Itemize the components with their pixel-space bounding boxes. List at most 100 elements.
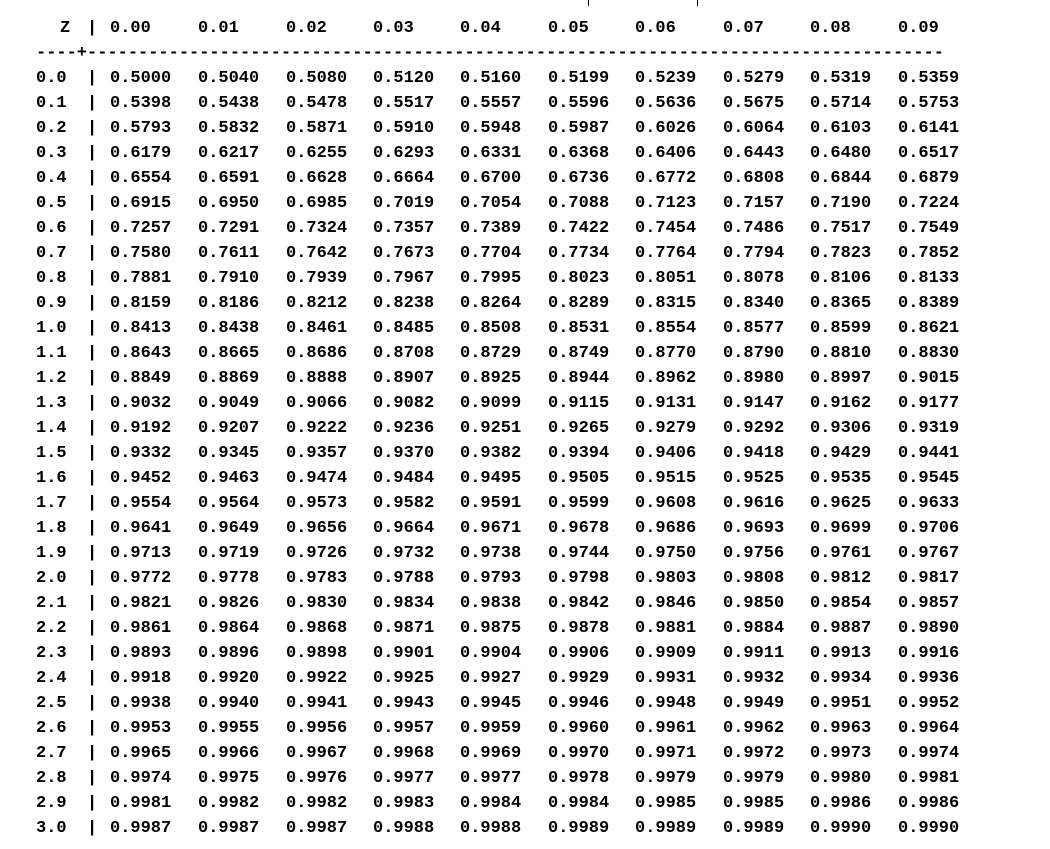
probability-cell: 0.9875 [460, 619, 522, 638]
probability-cell: 0.9953 [110, 719, 172, 738]
probability-cell: 0.9803 [635, 569, 697, 588]
probability-cell: 0.6628 [286, 169, 348, 188]
column-divider: | [87, 769, 98, 788]
probability-cell: 0.9981 [898, 769, 960, 788]
probability-cell: 0.5120 [373, 69, 435, 88]
column-divider: | [87, 144, 98, 163]
probability-cell: 0.9319 [898, 419, 960, 438]
probability-cell: 0.5359 [898, 69, 960, 88]
probability-cell: 0.9649 [198, 519, 260, 538]
probability-cell: 0.9890 [898, 619, 960, 638]
probability-cell: 0.9846 [635, 594, 697, 613]
probability-cell: 0.9505 [548, 469, 610, 488]
z-value-cell: 1.9 [36, 544, 67, 563]
column-divider: | [87, 219, 98, 238]
probability-cell: 0.7673 [373, 244, 435, 263]
probability-cell: 0.8106 [810, 269, 872, 288]
probability-cell: 0.8159 [110, 294, 172, 313]
z-value-cell: 1.6 [36, 469, 67, 488]
probability-cell: 0.9990 [810, 819, 872, 838]
probability-cell: 0.9976 [286, 769, 348, 788]
probability-cell: 0.6255 [286, 144, 348, 163]
column-divider: | [87, 744, 98, 763]
probability-cell: 0.9265 [548, 419, 610, 438]
probability-cell: 0.9909 [635, 644, 697, 663]
probability-cell: 0.5675 [723, 94, 785, 113]
probability-cell: 0.9952 [898, 694, 960, 713]
column-header: 0.07 [723, 19, 764, 38]
probability-cell: 0.9959 [460, 719, 522, 738]
probability-cell: 0.8686 [286, 344, 348, 363]
probability-cell: 0.6915 [110, 194, 172, 213]
probability-cell: 0.9591 [460, 494, 522, 513]
probability-cell: 0.7054 [460, 194, 522, 213]
probability-cell: 0.9767 [898, 544, 960, 563]
probability-cell: 0.9099 [460, 394, 522, 413]
probability-cell: 0.9884 [723, 619, 785, 638]
probability-cell: 0.9429 [810, 444, 872, 463]
z-value-cell: 0.6 [36, 219, 67, 238]
column-header: 0.00 [110, 19, 151, 38]
probability-cell: 0.8289 [548, 294, 610, 313]
probability-cell: 0.9484 [373, 469, 435, 488]
probability-cell: 0.7157 [723, 194, 785, 213]
probability-cell: 0.9864 [198, 619, 260, 638]
probability-cell: 0.7881 [110, 269, 172, 288]
probability-cell: 0.9984 [548, 794, 610, 813]
probability-cell: 0.8621 [898, 319, 960, 338]
column-divider: | [87, 669, 98, 688]
probability-cell: 0.8531 [548, 319, 610, 338]
probability-cell: 0.9931 [635, 669, 697, 688]
probability-cell: 0.9251 [460, 419, 522, 438]
probability-cell: 0.9850 [723, 594, 785, 613]
probability-cell: 0.5832 [198, 119, 260, 138]
probability-cell: 0.8770 [635, 344, 697, 363]
probability-cell: 0.6517 [898, 144, 960, 163]
probability-cell: 0.7291 [198, 219, 260, 238]
probability-cell: 0.8023 [548, 269, 610, 288]
probability-cell: 0.8665 [198, 344, 260, 363]
probability-cell: 0.7995 [460, 269, 522, 288]
probability-cell: 0.9925 [373, 669, 435, 688]
probability-cell: 0.8315 [635, 294, 697, 313]
probability-cell: 0.9956 [286, 719, 348, 738]
probability-cell: 0.9706 [898, 519, 960, 538]
probability-cell: 0.9573 [286, 494, 348, 513]
probability-cell: 0.9147 [723, 394, 785, 413]
probability-cell: 0.9394 [548, 444, 610, 463]
probability-cell: 0.8485 [373, 319, 435, 338]
probability-cell: 0.8830 [898, 344, 960, 363]
probability-cell: 0.8907 [373, 369, 435, 388]
probability-cell: 0.9974 [898, 744, 960, 763]
probability-cell: 0.9738 [460, 544, 522, 563]
column-divider: | [87, 619, 98, 638]
probability-cell: 0.6736 [548, 169, 610, 188]
probability-cell: 0.8340 [723, 294, 785, 313]
probability-cell: 0.5557 [460, 94, 522, 113]
probability-cell: 0.9969 [460, 744, 522, 763]
probability-cell: 0.9977 [460, 769, 522, 788]
probability-cell: 0.9981 [110, 794, 172, 813]
probability-cell: 0.8849 [110, 369, 172, 388]
z-value-cell: 2.2 [36, 619, 67, 638]
probability-cell: 0.5987 [548, 119, 610, 138]
column-divider: | [87, 244, 98, 263]
probability-cell: 0.5398 [110, 94, 172, 113]
probability-cell: 0.7549 [898, 219, 960, 238]
probability-cell: 0.9812 [810, 569, 872, 588]
column-divider: | [87, 369, 98, 388]
probability-cell: 0.9980 [810, 769, 872, 788]
probability-cell: 0.6443 [723, 144, 785, 163]
probability-cell: 0.8643 [110, 344, 172, 363]
column-divider: | [87, 544, 98, 563]
probability-cell: 0.9989 [635, 819, 697, 838]
probability-cell: 0.9750 [635, 544, 697, 563]
probability-cell: 0.6879 [898, 169, 960, 188]
probability-cell: 0.9949 [723, 694, 785, 713]
probability-cell: 0.9599 [548, 494, 610, 513]
probability-cell: 0.9838 [460, 594, 522, 613]
probability-cell: 0.9965 [110, 744, 172, 763]
probability-cell: 0.6293 [373, 144, 435, 163]
column-divider: | [87, 119, 98, 138]
probability-cell: 0.7580 [110, 244, 172, 263]
